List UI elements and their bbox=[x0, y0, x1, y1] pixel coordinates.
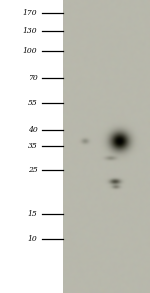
Text: 40: 40 bbox=[28, 126, 38, 134]
Text: 55: 55 bbox=[28, 98, 38, 107]
Text: 15: 15 bbox=[28, 210, 38, 219]
Text: 25: 25 bbox=[28, 166, 38, 174]
Text: 10: 10 bbox=[28, 235, 38, 243]
Text: 100: 100 bbox=[23, 47, 38, 55]
Text: 170: 170 bbox=[23, 9, 38, 17]
Text: 35: 35 bbox=[28, 142, 38, 150]
Text: 70: 70 bbox=[28, 74, 38, 82]
Text: 130: 130 bbox=[23, 27, 38, 35]
